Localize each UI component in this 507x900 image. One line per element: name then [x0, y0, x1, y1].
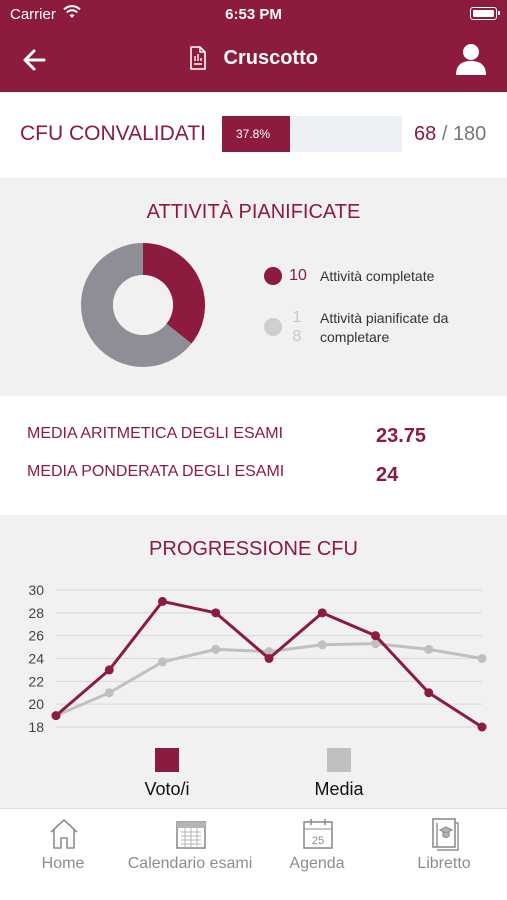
legend-label: Media	[314, 779, 364, 799]
agenda-icon: 25	[303, 819, 333, 849]
data-point-voto	[371, 631, 380, 641]
donut-hole	[113, 275, 173, 335]
cfu-progress-fill: 37.8%	[222, 116, 291, 152]
tab-exam-calendar-label: Calendario esami	[127, 855, 253, 872]
donut-slice-completed	[142, 243, 205, 344]
agenda-day: 25	[312, 835, 324, 847]
data-point-media	[477, 654, 487, 663]
nav-title-wrap: Cruscotto	[0, 46, 507, 70]
y-tick-label: 22	[28, 673, 44, 689]
arithmetic-average-value: 23.75	[376, 425, 427, 447]
data-point-media	[317, 640, 327, 650]
data-point-media	[104, 688, 114, 698]
cfu-current: 68	[414, 123, 437, 145]
activities-title: ATTIVITÀ PIANIFICATE	[146, 201, 361, 223]
clock: 6:53 PM	[225, 6, 282, 23]
tab-home-label: Home	[41, 855, 85, 872]
cfu-separator: /	[441, 123, 448, 145]
weighted-average-value: 24	[376, 464, 399, 486]
booklet-icon	[432, 818, 459, 851]
data-point-voto	[51, 711, 61, 721]
navigation-bar: Cruscotto	[0, 28, 507, 92]
legend-swatch	[327, 748, 351, 772]
cfu-progress-row: CFU CONVALIDATI 37.8% 68 / 180	[0, 92, 507, 178]
data-point-voto	[477, 722, 487, 732]
data-point-media	[211, 644, 221, 654]
pending-label: Attività pianificate da completare	[320, 310, 449, 345]
data-point-media	[158, 657, 167, 667]
y-tick-label: 18	[28, 719, 44, 735]
arithmetic-average-label: MEDIA ARITMETICA DEGLI ESAMI	[27, 425, 284, 442]
battery-icon	[470, 7, 500, 20]
planned-activities-section: ATTIVITÀ PIANIFICATE 10 Attività complet…	[0, 178, 507, 396]
data-point-voto	[424, 688, 434, 698]
data-point-media	[424, 644, 434, 654]
document-icon	[190, 46, 206, 70]
cfu-label: CFU CONVALIDATI	[20, 122, 206, 145]
activities-donut-chart	[81, 243, 205, 367]
data-point-voto	[317, 608, 327, 618]
status-bar: Carrier 6:53 PM	[0, 0, 507, 28]
tab-agenda-label: Agenda	[289, 855, 345, 872]
y-tick-label: 20	[28, 696, 44, 712]
data-point-media	[264, 647, 274, 657]
user-profile-icon[interactable]	[455, 42, 487, 76]
y-tick-label: 30	[28, 582, 44, 598]
calendar-icon	[176, 821, 206, 849]
page-title: Cruscotto	[223, 46, 318, 69]
tab-booklet-label: Libretto	[417, 855, 471, 872]
data-point-voto	[104, 665, 114, 675]
data-point-voto	[211, 608, 221, 618]
home-icon	[50, 819, 78, 849]
cfu-progression-section: PROGRESSIONE CFU 18 20 22 24 26 28 30 Voto/i Med…	[0, 515, 507, 808]
pending-count: 18	[292, 309, 302, 345]
tab-home[interactable]: Home	[0, 809, 126, 900]
data-point-voto	[264, 654, 274, 663]
legend-swatch	[155, 748, 179, 772]
data-point-voto	[158, 596, 167, 606]
y-tick-label: 24	[28, 651, 44, 667]
tab-exam-calendar[interactable]: Calendario esami	[127, 809, 253, 900]
donut-slice-pending	[81, 243, 192, 367]
completed-dot-icon	[264, 267, 282, 285]
wifi-icon	[63, 5, 81, 18]
progression-title: PROGRESSIONE CFU	[149, 538, 358, 560]
weighted-average-label: MEDIA PONDERATA DEGLI ESAMI	[27, 463, 285, 480]
pending-dot-icon	[264, 318, 282, 336]
back-arrow-icon[interactable]	[20, 46, 50, 74]
legend-label: Voto/i	[144, 779, 189, 799]
carrier-label: Carrier	[10, 6, 56, 23]
cfu-total: 180	[452, 123, 487, 145]
completed-count: 10	[289, 267, 307, 284]
cfu-count: 68 / 180	[414, 123, 486, 146]
y-tick-label: 28	[28, 605, 44, 621]
completed-label: Attività completate	[320, 268, 435, 284]
tab-booklet[interactable]: Libretto	[381, 809, 507, 900]
cfu-progress-bar: 37.8%	[222, 116, 402, 152]
exam-averages-section: MEDIA ARITMETICA DEGLI ESAMI 23.75 MEDIA…	[0, 396, 507, 515]
tab-agenda[interactable]: 25 Agenda	[254, 809, 380, 900]
series-line-voto	[55, 599, 483, 729]
y-tick-label: 26	[28, 628, 44, 644]
cfu-progression-chart: 18 20 22 24 26 28 30 Voto/i Media	[28, 582, 487, 799]
data-point-media	[371, 639, 380, 649]
tab-bar: Home Calendario esami 25 Agenda Libretto	[0, 808, 507, 900]
